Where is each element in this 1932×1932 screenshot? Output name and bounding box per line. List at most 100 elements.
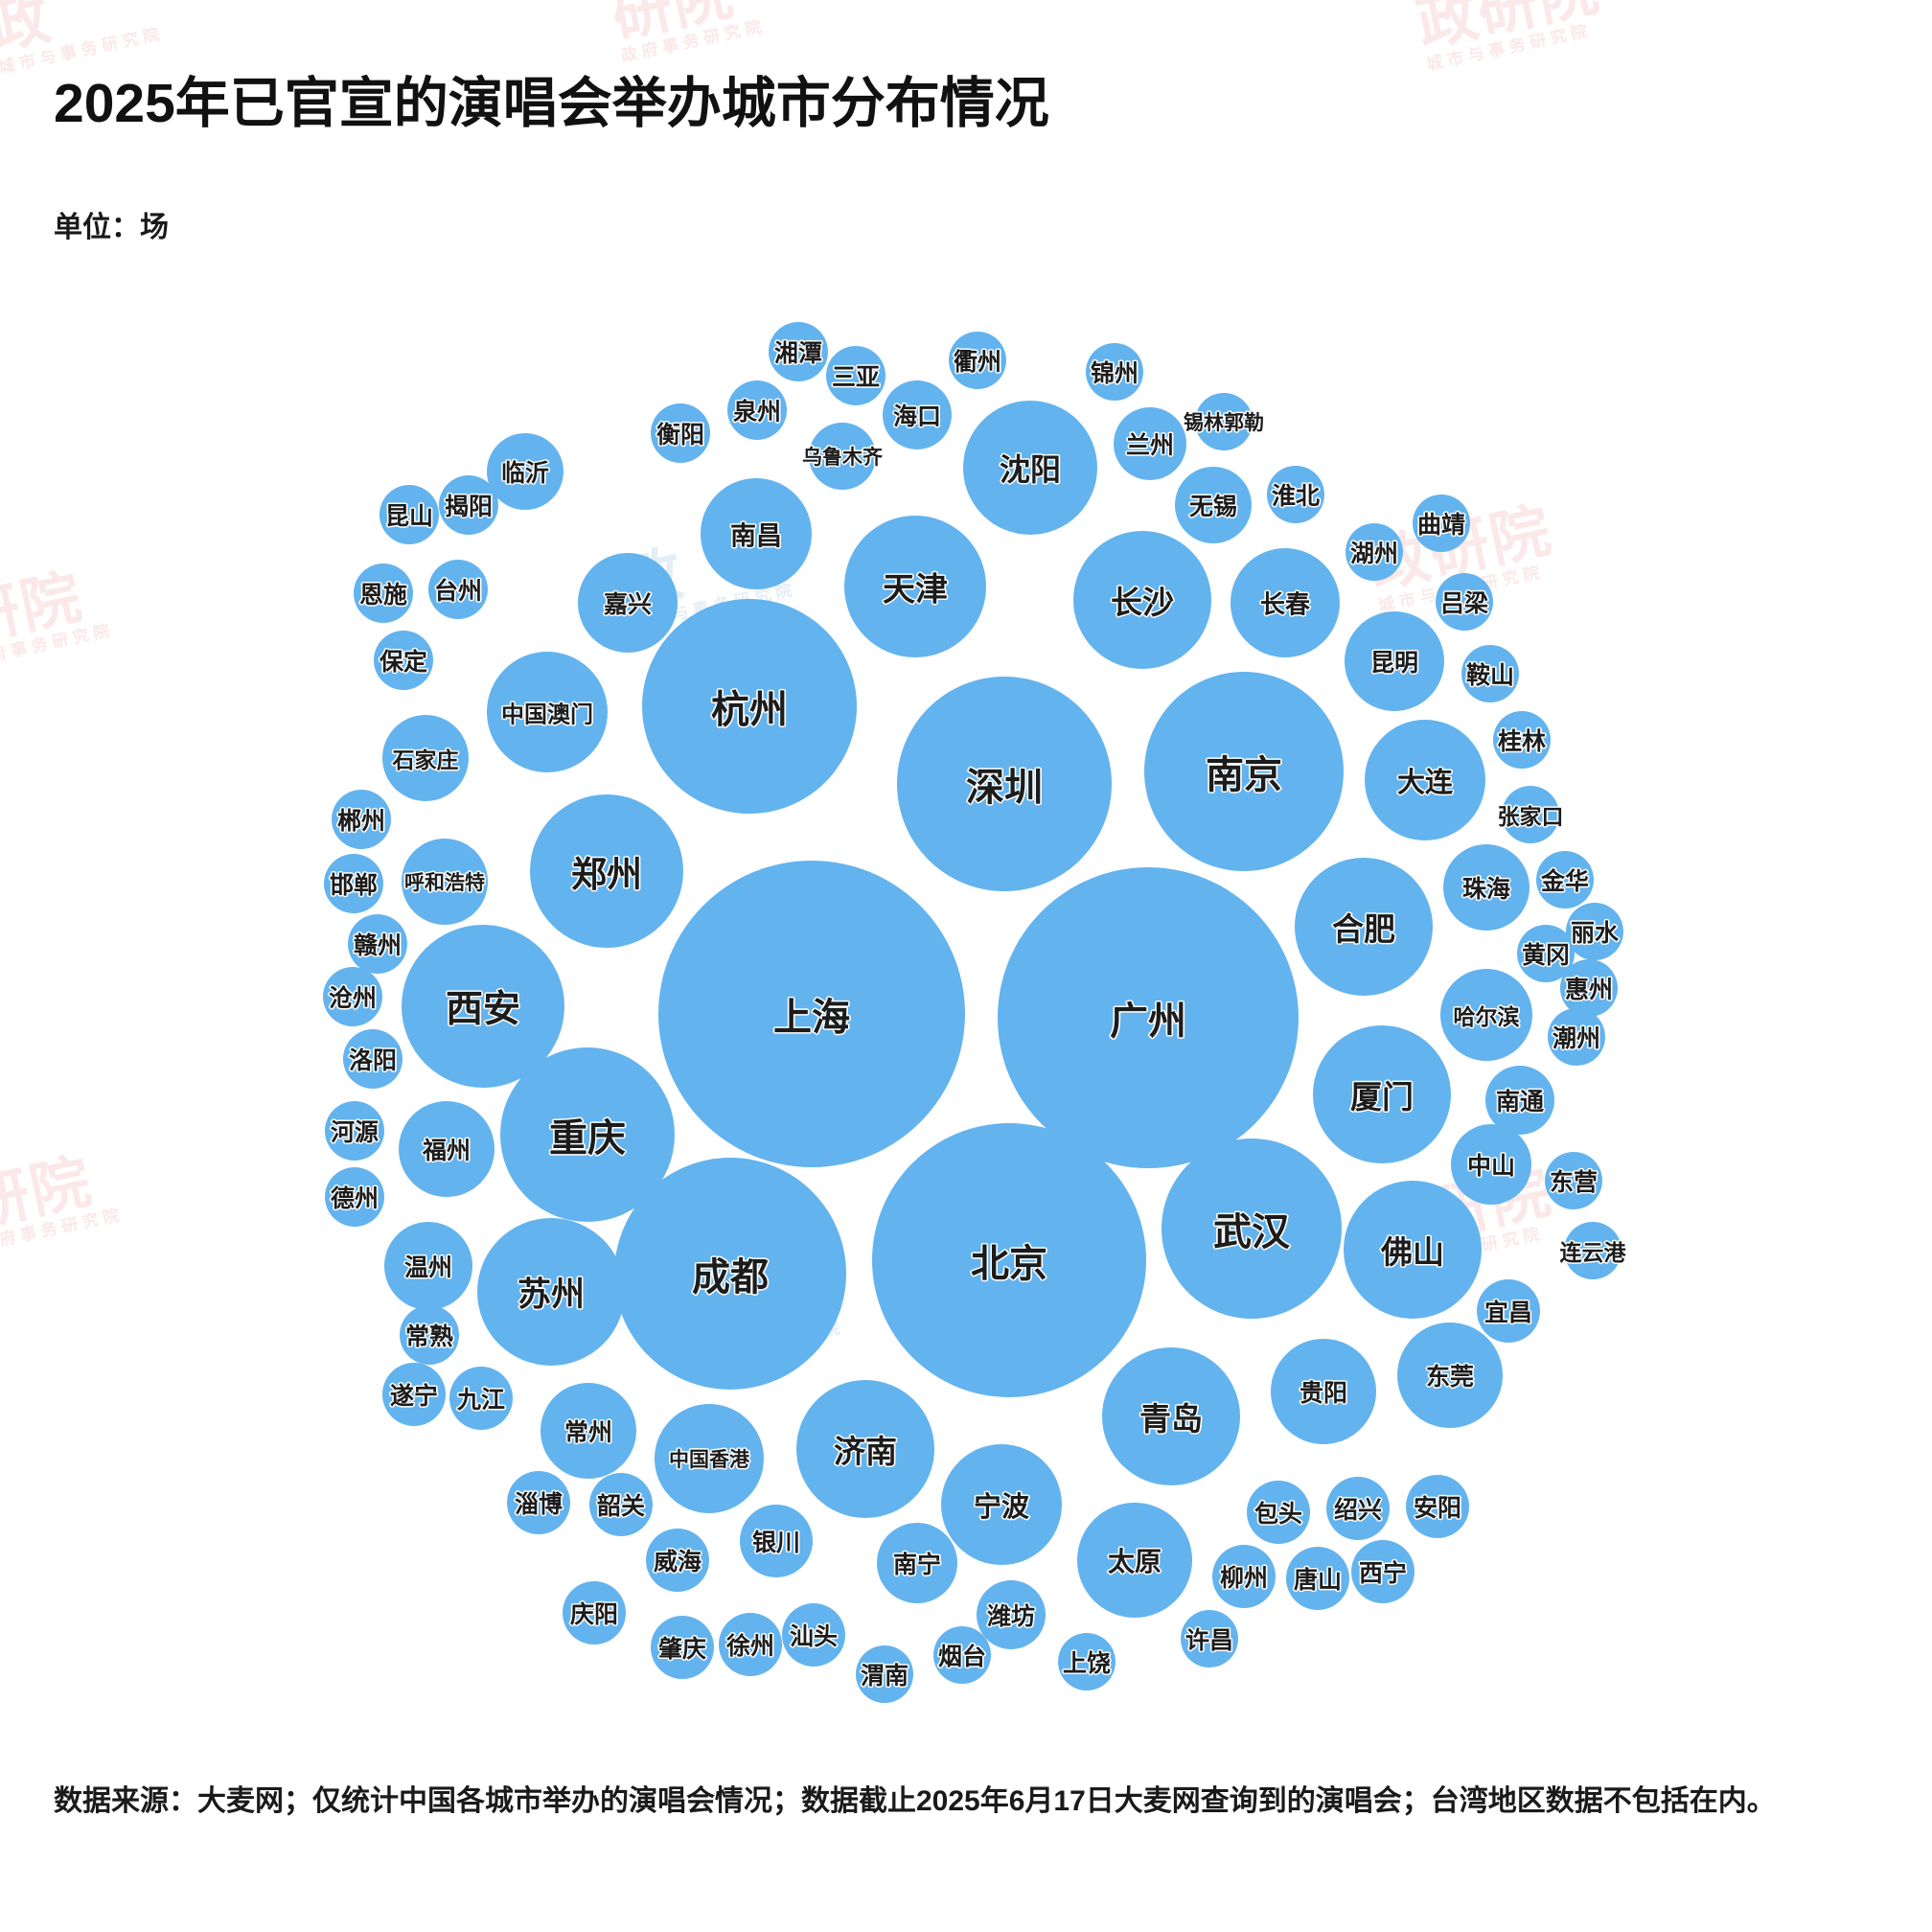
bubble-7[interactable] <box>1162 1138 1342 1319</box>
bubble-62[interactable] <box>382 1363 446 1426</box>
bubble-41[interactable] <box>1114 407 1186 480</box>
bubble-19[interactable] <box>963 401 1097 535</box>
bubble-10[interactable] <box>530 794 683 948</box>
bubble-0[interactable] <box>658 861 965 1167</box>
bubble-64[interactable] <box>325 1167 384 1227</box>
bubble-18[interactable] <box>844 516 986 657</box>
bubble-58[interactable] <box>563 1581 626 1644</box>
bubble-54[interactable] <box>782 1603 845 1667</box>
bubble-27[interactable] <box>487 652 608 772</box>
bubble-79[interactable] <box>769 322 828 381</box>
bubble-95[interactable] <box>1548 1008 1605 1066</box>
bubble-65[interactable] <box>325 1101 384 1161</box>
bubble-39[interactable] <box>402 839 488 925</box>
bubble-84[interactable] <box>1267 466 1324 523</box>
bubble-42[interactable] <box>487 433 564 510</box>
bubble-74[interactable] <box>380 485 439 544</box>
bubble-11[interactable] <box>477 1218 625 1366</box>
bubble-21[interactable] <box>1365 720 1485 840</box>
bubble-88[interactable] <box>1461 645 1519 702</box>
bubble-80[interactable] <box>826 346 886 405</box>
bubble-49[interactable] <box>1286 1547 1349 1610</box>
bubble-34[interactable] <box>399 1101 494 1197</box>
bubble-99[interactable] <box>1058 1633 1116 1690</box>
bubble-32[interactable] <box>1443 844 1530 931</box>
bubble-36[interactable] <box>877 1523 957 1603</box>
bubble-43[interactable] <box>740 1505 813 1577</box>
bubble-35[interactable] <box>384 1222 472 1310</box>
bubble-53[interactable] <box>1247 1481 1310 1544</box>
bubble-48[interactable] <box>1212 1545 1276 1608</box>
bubble-101[interactable] <box>1181 1610 1238 1668</box>
bubble-55[interactable] <box>719 1613 782 1676</box>
bubble-45[interactable] <box>883 380 952 449</box>
bubble-71[interactable] <box>374 631 433 690</box>
bubble-81[interactable] <box>949 332 1006 389</box>
bubble-23[interactable] <box>1397 1322 1503 1428</box>
bubble-91[interactable] <box>1536 851 1594 908</box>
bubble-63[interactable] <box>400 1305 459 1365</box>
bubble-92[interactable] <box>1566 903 1623 960</box>
bubble-85[interactable] <box>1346 523 1403 581</box>
bubble-73[interactable] <box>428 560 488 619</box>
bubble-20[interactable] <box>941 1444 1062 1565</box>
bubble-59[interactable] <box>589 1473 653 1536</box>
bubble-37[interactable] <box>1451 1124 1531 1205</box>
bubble-2[interactable] <box>872 1123 1146 1397</box>
bubble-29[interactable] <box>655 1404 764 1513</box>
bubble-40[interactable] <box>1175 467 1252 543</box>
bubble-69[interactable] <box>324 854 383 913</box>
bubble-3[interactable] <box>614 1158 846 1390</box>
bubble-38[interactable] <box>382 715 469 801</box>
bubble-4[interactable] <box>897 677 1112 891</box>
bubble-76[interactable] <box>651 403 710 463</box>
bubble-15[interactable] <box>1295 858 1433 996</box>
bubble-89[interactable] <box>1493 711 1551 769</box>
bubble-72[interactable] <box>354 564 413 623</box>
bubble-97[interactable] <box>1564 1222 1622 1279</box>
bubble-17[interactable] <box>1073 531 1211 669</box>
bubble-56[interactable] <box>651 1616 714 1679</box>
bubble-47[interactable] <box>1485 1066 1554 1135</box>
bubble-31[interactable] <box>1440 969 1532 1061</box>
bubble-94[interactable] <box>1560 959 1618 1017</box>
bubble-83[interactable] <box>1195 393 1253 450</box>
bubble-86[interactable] <box>1413 494 1470 552</box>
bubble-44[interactable] <box>977 1580 1046 1649</box>
bubble-13[interactable] <box>1313 1025 1451 1163</box>
bubble-50[interactable] <box>1351 1540 1414 1603</box>
bubble-75[interactable] <box>439 475 498 535</box>
bubble-8[interactable] <box>500 1047 675 1222</box>
bubble-25[interactable] <box>1230 548 1340 657</box>
bubble-22[interactable] <box>1077 1503 1192 1618</box>
bubble-66[interactable] <box>343 1029 402 1089</box>
bubble-16[interactable] <box>1102 1347 1240 1485</box>
bubble-14[interactable] <box>796 1380 934 1518</box>
bubble-61[interactable] <box>449 1367 513 1430</box>
bubble-67[interactable] <box>323 967 382 1026</box>
bubble-46[interactable] <box>1477 1279 1540 1343</box>
bubble-87[interactable] <box>1436 573 1493 631</box>
bubble-28[interactable] <box>701 478 812 589</box>
bubble-52[interactable] <box>1326 1477 1390 1540</box>
bubble-90[interactable] <box>1502 786 1559 843</box>
bubble-33[interactable] <box>578 553 678 653</box>
bubble-100[interactable] <box>856 1645 913 1703</box>
bubble-51[interactable] <box>1406 1475 1469 1538</box>
bubble-9[interactable] <box>402 925 564 1088</box>
bubble-78[interactable] <box>809 423 876 490</box>
bubble-12[interactable] <box>1344 1181 1482 1319</box>
bubble-26[interactable] <box>1345 611 1444 711</box>
bubble-24[interactable] <box>1271 1339 1376 1444</box>
bubble-60[interactable] <box>507 1471 570 1534</box>
bubble-70[interactable] <box>332 790 391 849</box>
bubble-30[interactable] <box>540 1383 636 1479</box>
bubble-77[interactable] <box>727 380 787 440</box>
bubble-1[interactable] <box>998 867 1299 1168</box>
bubble-5[interactable] <box>642 599 857 814</box>
bubble-6[interactable] <box>1144 672 1344 871</box>
bubble-82[interactable] <box>1086 343 1143 401</box>
bubble-68[interactable] <box>348 914 407 974</box>
bubble-96[interactable] <box>1545 1152 1602 1209</box>
bubble-98[interactable] <box>933 1626 991 1684</box>
